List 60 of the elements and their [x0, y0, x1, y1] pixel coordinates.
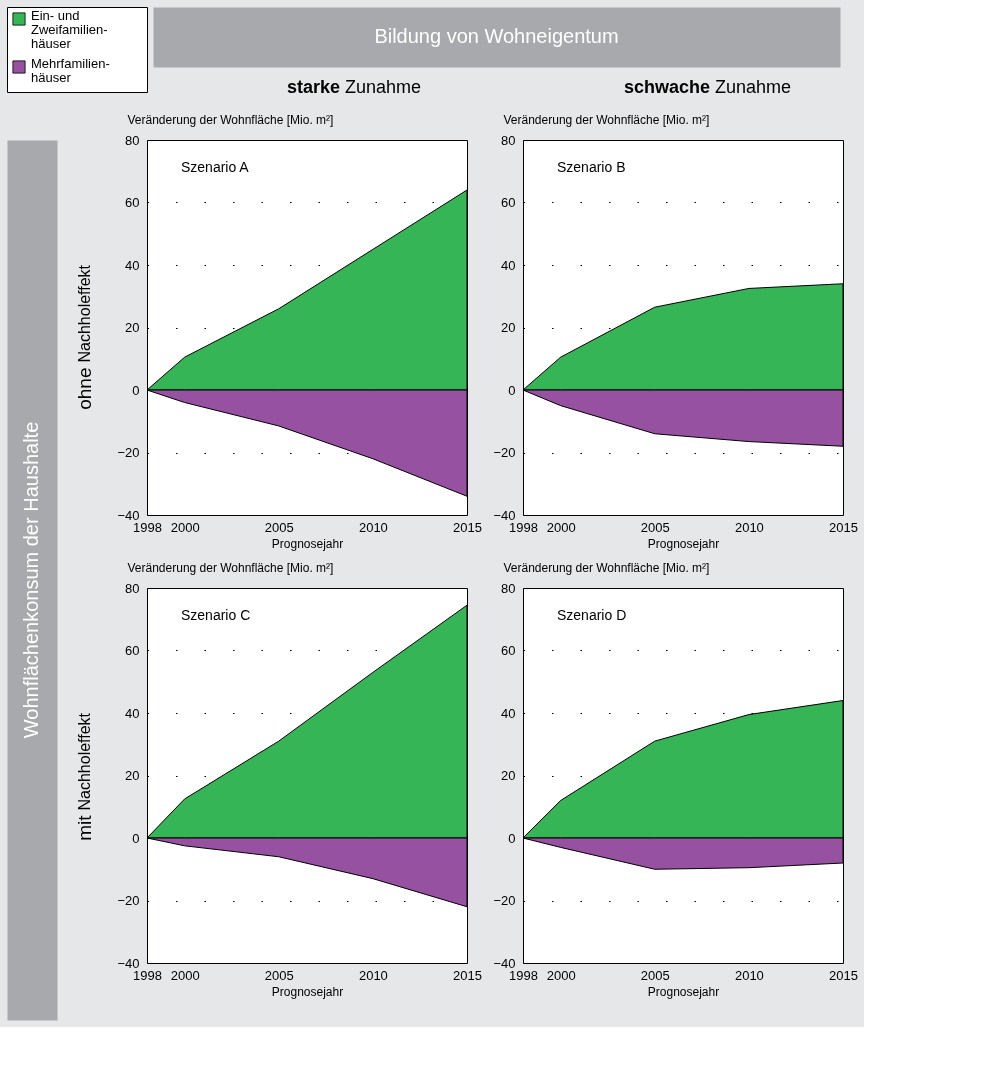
x-tick-label: 2015: [829, 519, 858, 535]
y-axis-title: Veränderung der Wohnfläche [Mio. m²]: [127, 112, 334, 127]
y-tick-label: 0: [132, 382, 140, 398]
y-tick-label: 60: [125, 643, 140, 658]
x-tick-label: 2010: [358, 519, 388, 535]
y-tick-label: 20: [501, 768, 516, 783]
y-tick-label: 20: [125, 768, 140, 783]
x-tick-label: 2005: [264, 967, 294, 983]
legend-label: Mehrfamilien- häuser: [31, 56, 110, 85]
x-axis-title: Prognosejahr: [647, 984, 720, 999]
x-tick-label: 2000: [546, 967, 576, 983]
y-tick-label: 80: [125, 580, 140, 596]
x-axis-title: Prognosejahr: [271, 536, 344, 551]
chart-title: schwache Zunahme: [623, 77, 792, 97]
text: mit Nachholeffekt: [74, 712, 95, 841]
x-tick-label: 2000: [170, 967, 200, 983]
y-tick-label: 60: [125, 195, 140, 210]
x-tick-label: 2005: [640, 519, 670, 535]
x-tick-label: 2005: [640, 967, 670, 983]
y-tick-label: 0: [508, 382, 516, 398]
y-tick-label: 60: [501, 195, 516, 210]
y-tick-label: 60: [501, 643, 516, 658]
y-tick-label: −20: [117, 445, 140, 460]
x-tick-label: 2010: [358, 967, 388, 983]
y-tick-label: 0: [132, 830, 140, 846]
annotation: Szenario C: [181, 607, 251, 623]
x-tick-label: 2000: [170, 519, 200, 535]
annotation: Szenario B: [557, 159, 626, 175]
x-tick-label: 2015: [829, 967, 858, 983]
y-tick-label: 40: [501, 705, 516, 721]
y-tick-label: 40: [501, 257, 516, 273]
y-axis-title: Veränderung der Wohnfläche [Mio. m²]: [503, 112, 710, 127]
y-tick-label: 0: [508, 830, 516, 846]
x-tick-label: 2010: [734, 519, 764, 535]
x-tick-label: 2005: [264, 519, 294, 535]
text: ohne Nachholeffekt: [74, 264, 95, 410]
y-tick-label: 80: [501, 132, 516, 148]
x-tick-label: 2015: [453, 519, 482, 535]
text: Wohnflächenkonsum der Haushalte: [20, 421, 42, 739]
x-tick-label: 2015: [453, 967, 482, 983]
chart-title: starke Zunahme: [286, 77, 422, 97]
y-tick-label: 20: [501, 320, 516, 335]
x-axis-title: Prognosejahr: [271, 984, 344, 999]
y-tick-label: 40: [125, 257, 140, 273]
annotation: Szenario A: [181, 159, 250, 175]
text: Bildung von Wohneigentum: [374, 25, 619, 47]
y-tick-label: 20: [125, 320, 140, 335]
annotation: Szenario D: [557, 607, 627, 623]
y-axis-title: Veränderung der Wohnfläche [Mio. m²]: [503, 560, 710, 575]
y-tick-label: 80: [501, 580, 516, 596]
x-axis-title: Prognosejahr: [647, 536, 720, 551]
legend-label: Ein- und Zweifamilien- häuser: [31, 8, 108, 51]
x-tick-label: 2010: [734, 967, 764, 983]
y-tick-label: −20: [493, 445, 516, 460]
y-tick-label: 40: [125, 705, 140, 721]
y-axis-title: Veränderung der Wohnfläche [Mio. m²]: [127, 560, 334, 575]
x-tick-label: 2000: [546, 519, 576, 535]
y-tick-label: −20: [493, 893, 516, 908]
y-tick-label: −20: [117, 893, 140, 908]
y-tick-label: 80: [125, 132, 140, 148]
